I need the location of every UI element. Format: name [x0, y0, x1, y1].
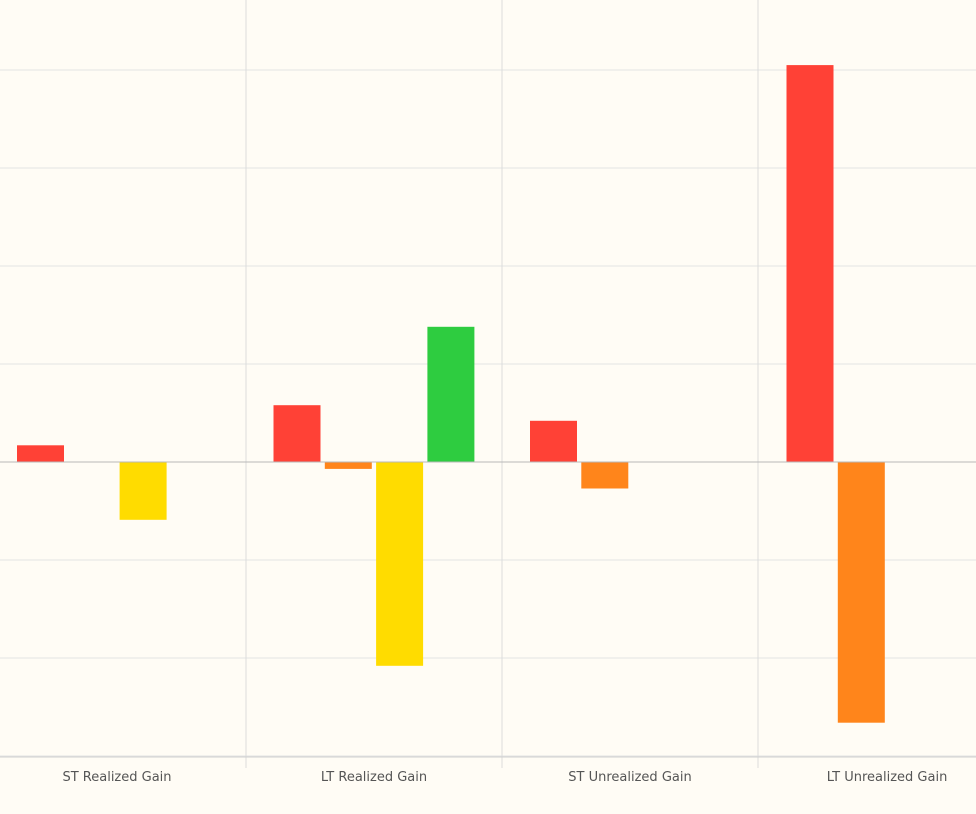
category-label-lt-unrealized: LT Unrealized Gain [827, 770, 948, 785]
bars [17, 65, 885, 723]
bar [324, 462, 372, 469]
category-label-st-realized: ST Realized Gain [62, 770, 171, 785]
bar [17, 445, 64, 462]
bar [530, 420, 577, 462]
bar [119, 462, 167, 520]
bar [837, 462, 885, 723]
bar [581, 462, 629, 489]
bar [376, 462, 424, 666]
bar [786, 65, 834, 462]
bar [273, 405, 321, 462]
category-label-lt-realized: LT Realized Gain [321, 770, 427, 785]
bar [427, 326, 475, 462]
category-label-st-unrealized: ST Unrealized Gain [568, 770, 691, 785]
